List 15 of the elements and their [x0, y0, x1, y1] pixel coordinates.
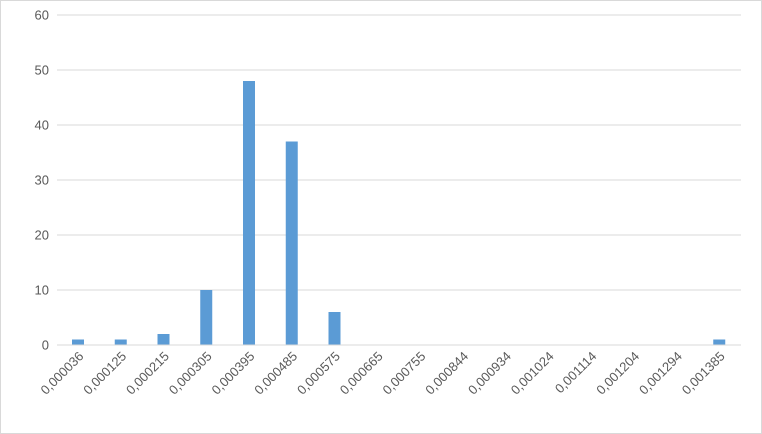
y-tick-label: 50 — [34, 62, 49, 78]
bar — [114, 340, 127, 345]
y-tick-label: 0 — [42, 338, 49, 353]
bar — [200, 290, 212, 345]
bar — [243, 81, 255, 345]
y-tick-label: 30 — [34, 172, 49, 188]
y-tick-label: 20 — [34, 228, 49, 243]
bar — [286, 142, 298, 345]
bar — [158, 334, 170, 345]
bar — [713, 340, 726, 345]
bar — [328, 312, 340, 345]
y-tick-label: 60 — [34, 8, 49, 23]
y-tick-label: 40 — [34, 118, 49, 133]
bar — [72, 340, 84, 345]
y-tick-label: 10 — [34, 282, 49, 298]
